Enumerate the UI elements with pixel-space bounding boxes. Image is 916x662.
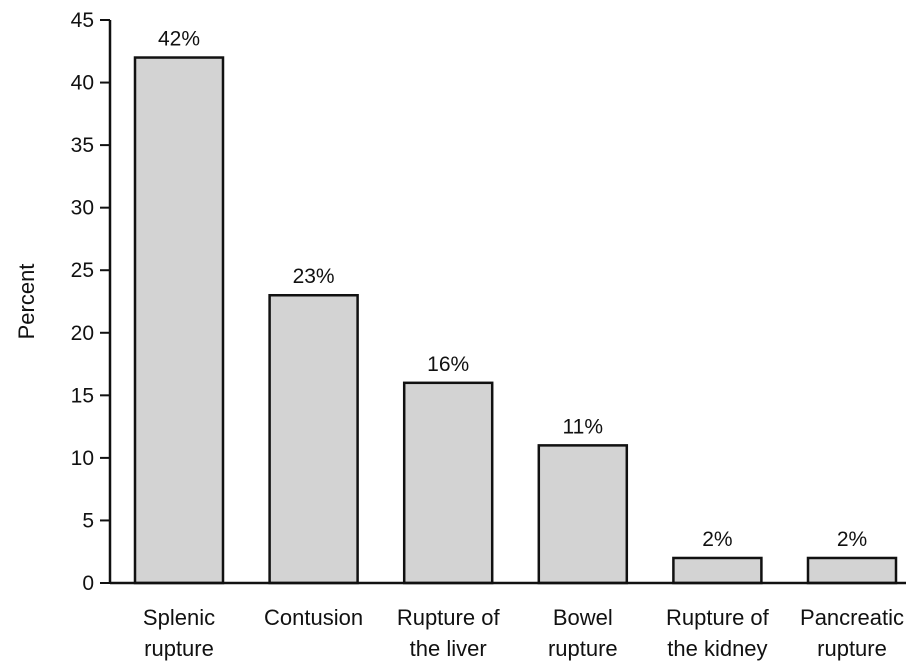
y-tick-label: 10 [71,447,94,470]
data-label: 11% [563,415,603,438]
y-tick-label: 45 [71,9,94,32]
y-tick-label: 40 [71,72,94,95]
y-tick-label: 35 [71,134,94,157]
bar [133,56,225,585]
y-axis-title: Percent [14,264,39,340]
category-label: Rupture of the kidney [666,605,770,661]
category-label: Splenic rupture [143,605,215,661]
category-label: Contusion [264,605,363,630]
y-tick-label: 5 [82,509,94,532]
y-tick-label: 15 [71,384,94,407]
data-labels: 42% 23% 16% 11% 2% 2% [158,28,867,551]
data-label: 16% [427,353,469,376]
category-label: Pancreatic rupture [800,605,904,661]
bar [672,556,763,585]
y-tick-label: 25 [71,259,94,282]
bar [268,293,359,585]
data-label: 2% [702,528,732,551]
y-tick-label: 30 [71,197,94,220]
bar [806,556,898,585]
category-label: Rupture of the liver [397,605,501,661]
category-labels: Splenic rupture Contusion Rupture of the liv… [143,605,904,661]
y-axis-ticks: 0 5 10 15 20 25 30 35 40 45 [71,9,110,595]
bar [402,381,494,585]
bar [537,444,629,585]
data-label: 23% [293,265,335,288]
y-tick-label: 0 [82,572,94,595]
data-label: 2% [837,528,867,551]
category-label: Bowel rupture [548,605,618,661]
bars [133,56,898,585]
data-label: 42% [158,28,200,51]
y-tick-label: 20 [71,322,94,345]
